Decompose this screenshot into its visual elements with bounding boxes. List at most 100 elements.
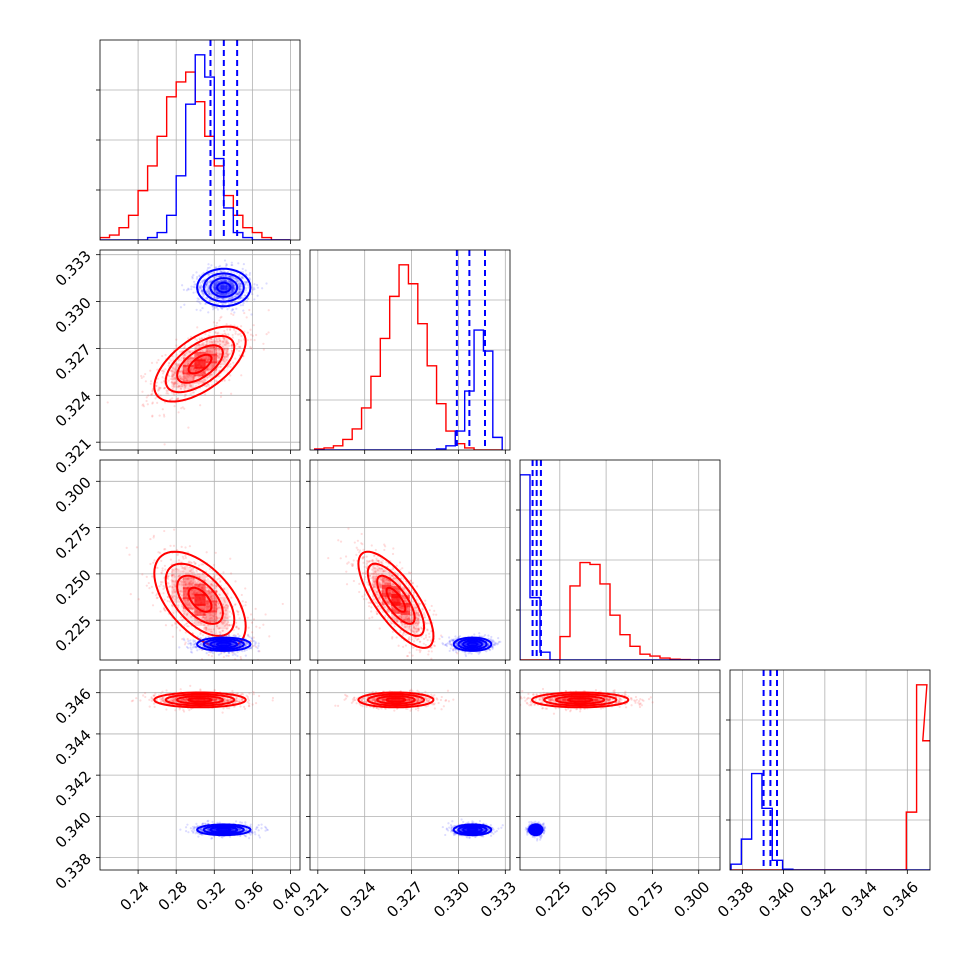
- sample-point: [204, 626, 207, 629]
- sample-point: [246, 616, 249, 619]
- sample-point: [181, 566, 184, 569]
- density-block: [182, 350, 195, 360]
- sample-point: [164, 401, 167, 404]
- sample-point: [223, 588, 226, 591]
- sample-point: [236, 333, 240, 336]
- sample-point: [215, 306, 219, 309]
- sample-point: [198, 337, 201, 340]
- density-block: [205, 338, 218, 349]
- sample-point: [229, 557, 232, 560]
- sample-point: [230, 343, 234, 347]
- sample-point: [239, 282, 243, 285]
- sample-point: [233, 634, 236, 637]
- sample-point: [230, 291, 233, 294]
- sample-point: [167, 577, 170, 581]
- sample-point: [242, 301, 245, 305]
- sample-point: [238, 273, 241, 277]
- sample-point: [218, 352, 221, 355]
- sample-point: [220, 620, 223, 624]
- sample-point: [352, 559, 355, 562]
- sample-point: [220, 274, 223, 277]
- sample-point: [185, 394, 188, 397]
- density-block: [171, 560, 183, 573]
- sample-point: [173, 405, 176, 408]
- tick-label-y: 0.250: [52, 566, 95, 609]
- sample-point: [159, 580, 163, 584]
- sample-point: [178, 575, 181, 578]
- density-block: [194, 359, 206, 369]
- sample-point: [171, 585, 174, 589]
- sample-point: [215, 348, 218, 351]
- sample-point: [203, 378, 206, 381]
- sample-point: [183, 407, 186, 410]
- sample-point: [188, 545, 192, 548]
- sample-point: [196, 572, 199, 575]
- sample-point: [241, 277, 244, 280]
- density-block: [217, 340, 229, 350]
- sample-point: [172, 574, 176, 577]
- sample-point: [151, 414, 154, 417]
- sample-point: [225, 352, 228, 355]
- sample-point: [215, 292, 219, 295]
- sample-point: [233, 287, 236, 290]
- sample-point: [162, 379, 166, 383]
- sample-point: [161, 569, 164, 572]
- sample-point: [205, 350, 208, 354]
- sample-point: [177, 359, 180, 362]
- sample-point: [212, 321, 216, 324]
- sample-point: [161, 567, 164, 570]
- sample-point: [186, 578, 189, 581]
- sample-point: [238, 287, 241, 290]
- panel-frame: [99, 39, 301, 241]
- sample-point: [178, 574, 182, 577]
- sample-point: [237, 338, 241, 342]
- sample-point: [149, 380, 153, 383]
- sample-point: [183, 352, 186, 356]
- sample-point: [210, 373, 213, 376]
- sample-point: [174, 366, 177, 369]
- sample-point: [155, 594, 158, 597]
- sample-point: [243, 649, 246, 653]
- sample-point: [248, 308, 251, 312]
- sample-point: [166, 575, 170, 578]
- sample-point: [226, 624, 229, 627]
- sample-point: [214, 282, 217, 285]
- sample-point: [218, 593, 221, 596]
- sample-point: [232, 634, 235, 638]
- sample-point: [226, 308, 229, 311]
- sample-point: [173, 382, 177, 385]
- density-block: [205, 346, 218, 356]
- sample-point: [237, 345, 240, 348]
- sample-point: [204, 627, 207, 631]
- sample-point: [152, 534, 156, 537]
- sample-point: [184, 386, 187, 389]
- sample-point: [151, 401, 154, 404]
- sample-point: [219, 631, 222, 634]
- sample-point: [223, 355, 226, 359]
- sample-point: [211, 365, 214, 368]
- sample-point: [230, 263, 233, 267]
- sample-point: [210, 373, 213, 376]
- sample-point: [125, 546, 128, 549]
- sample-point: [230, 596, 233, 599]
- sample-point: [177, 364, 180, 367]
- sample-point: [253, 298, 256, 301]
- sample-point: [171, 586, 174, 589]
- sample-point: [185, 565, 188, 568]
- sample-point: [171, 568, 174, 571]
- sample-point: [208, 291, 211, 295]
- sample-point: [171, 374, 174, 378]
- sample-point: [201, 342, 204, 346]
- sample-point: [252, 644, 255, 648]
- sample-point: [191, 391, 194, 394]
- sample-point: [224, 341, 228, 344]
- sample-point: [181, 581, 184, 584]
- sample-point: [173, 382, 176, 385]
- sample-point: [191, 607, 194, 611]
- sample-point: [191, 277, 194, 280]
- sample-point: [212, 628, 216, 631]
- density-block: [194, 593, 206, 606]
- sample-point: [210, 340, 213, 344]
- sample-point: [163, 387, 166, 390]
- sample-point: [224, 634, 228, 637]
